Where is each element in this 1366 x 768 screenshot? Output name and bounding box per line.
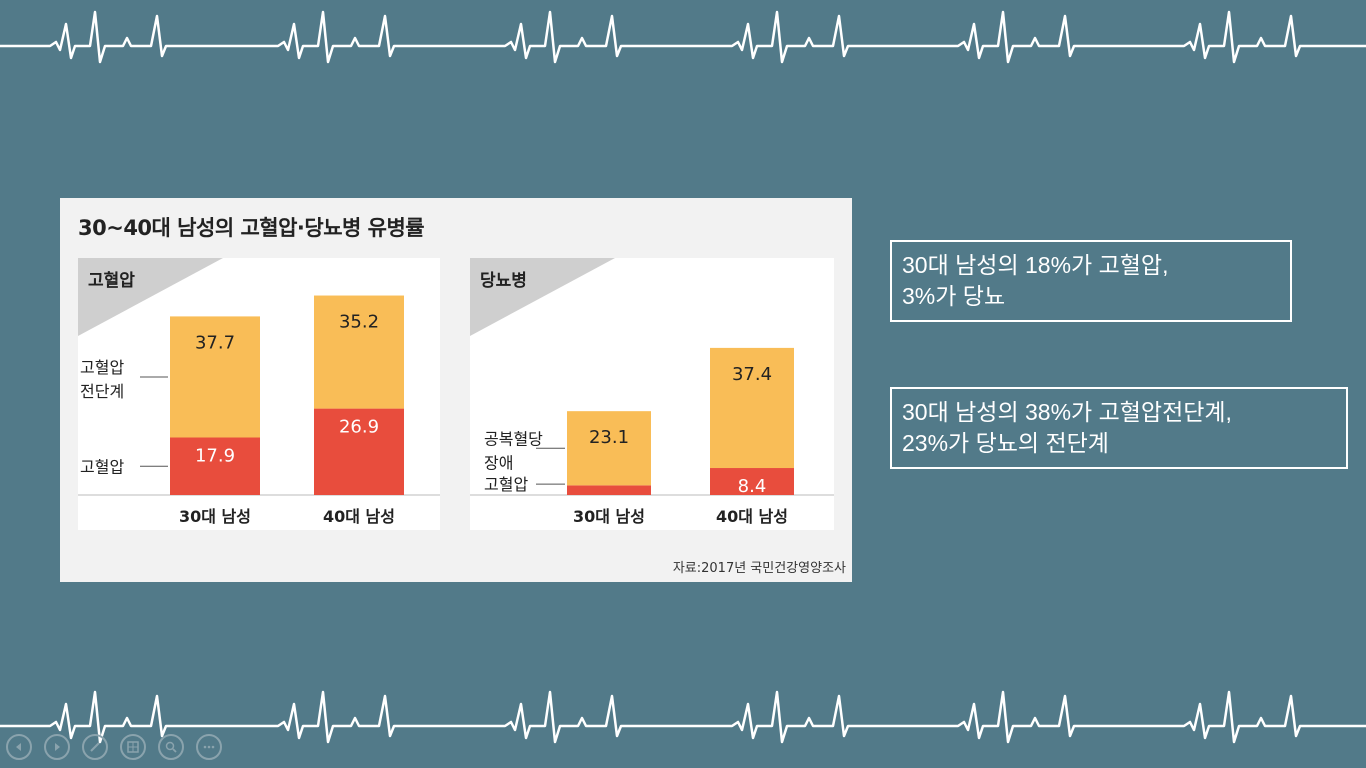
note-line: 23%가 당뇨의 전단계 <box>902 430 1109 456</box>
note-hypertension: 30대 남성의 18%가 고혈압, 3%가 당뇨 <box>890 240 1292 322</box>
pen-button[interactable] <box>82 734 108 760</box>
series-label: 고혈압 <box>484 475 528 494</box>
diabetes-panel-title: 당뇨병 <box>480 271 527 291</box>
chart-source: 자료:2017년 국민건강영양조사 <box>672 561 846 576</box>
x-axis-band <box>470 496 834 530</box>
bar-main-1 <box>314 408 404 495</box>
chart-title: 30~40대 남성의 고혈압·당뇨병 유병률 <box>78 216 425 240</box>
data-label: 37.7 <box>195 332 235 353</box>
zoom-button[interactable] <box>158 734 184 760</box>
ecg-line-bottom-icon <box>0 690 1366 744</box>
series-label: 공복혈당 <box>484 429 543 448</box>
panel-title-corner <box>470 258 615 336</box>
ecg-line-top-icon <box>0 10 1366 64</box>
x-axis-band <box>78 496 440 530</box>
bar-main-0 <box>567 485 651 495</box>
data-label: 17.9 <box>195 446 235 467</box>
previous-button[interactable] <box>6 734 32 760</box>
ecg-trace <box>0 10 1366 64</box>
hypertension-panel: 17.9 37.7 30대 남성 26.9 35.2 40대 남성 고혈압 고혈압 전단계 고혈… <box>78 258 440 530</box>
category-label: 40대 남성 <box>716 507 788 526</box>
data-label: 37.4 <box>732 364 772 385</box>
more-button[interactable] <box>196 734 222 760</box>
pen-icon <box>90 742 100 752</box>
series-label: 장애 <box>484 453 513 472</box>
bar-main-0 <box>170 437 260 495</box>
category-label: 30대 남성 <box>573 507 645 526</box>
next-button[interactable] <box>44 734 70 760</box>
next-icon <box>55 743 60 751</box>
series-label: 고혈압 <box>80 457 124 476</box>
ecg-trace <box>0 690 1366 744</box>
bar-pre-1 <box>314 295 404 409</box>
category-label: 40대 남성 <box>323 507 395 526</box>
previous-icon <box>16 743 21 751</box>
data-label: 23.1 <box>589 427 629 448</box>
note-line: 3%가 당뇨 <box>902 283 1006 309</box>
bar-pre-0 <box>567 411 651 486</box>
slides-button[interactable] <box>120 734 146 760</box>
hypertension-panel-title: 고혈압 <box>88 271 135 291</box>
note-line: 30대 남성의 38%가 고혈압전단계, <box>902 399 1232 425</box>
note-line: 30대 남성의 18%가 고혈압, <box>902 252 1169 278</box>
bar-pre-0 <box>170 316 260 438</box>
panel-title-corner <box>78 258 223 336</box>
more-icon <box>203 745 215 749</box>
chart-figure: 30~40대 남성의 고혈압·당뇨병 유병률 17.9 37.7 30대 남성 26.… <box>60 198 852 582</box>
zoom-icon <box>165 741 177 753</box>
series-label: 고혈압 <box>80 358 124 377</box>
data-label: 8.4 <box>738 476 767 497</box>
slides-icon <box>127 741 139 753</box>
note-prediabetes: 30대 남성의 38%가 고혈압전단계, 23%가 당뇨의 전단계 <box>890 387 1348 469</box>
series-label: 전단계 <box>80 382 124 401</box>
data-label: 26.9 <box>339 417 379 438</box>
data-label: 35.2 <box>339 312 379 333</box>
category-label: 30대 남성 <box>179 507 251 526</box>
bar-pre-1 <box>710 347 794 469</box>
bar-main-1 <box>710 468 794 495</box>
